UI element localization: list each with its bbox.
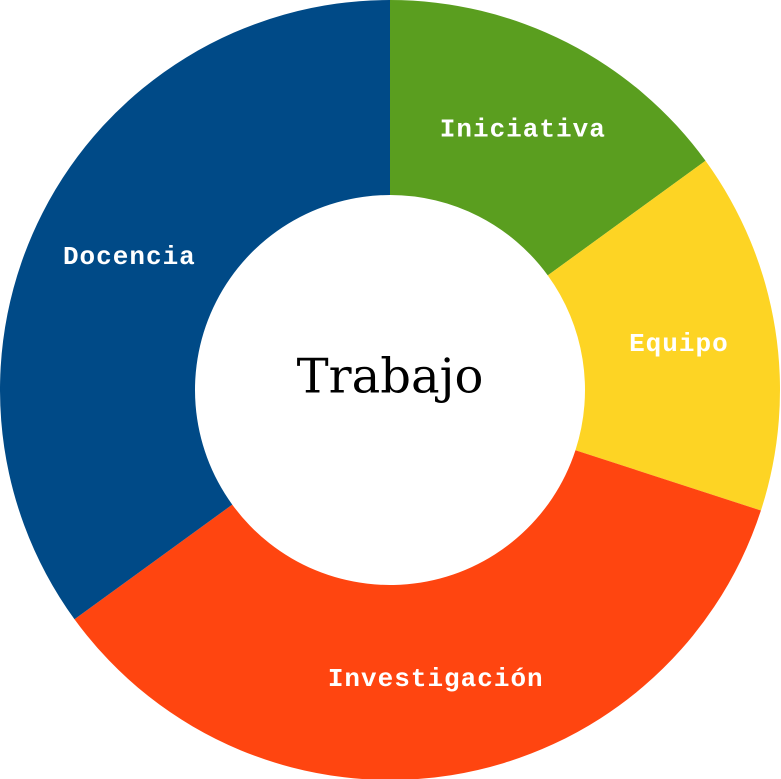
- slice-docencia: [0, 0, 390, 620]
- slice-label: Equipo: [629, 329, 729, 359]
- slice-equipo: [547, 160, 781, 511]
- slice-label: Iniciativa: [440, 114, 606, 144]
- chart-title: Trabajo: [297, 349, 484, 405]
- slice-label: Investigación: [328, 664, 544, 694]
- slice-labels: Iniciativa Equipo Investigación Docencia: [63, 114, 729, 694]
- slice-label: Docencia: [63, 242, 196, 272]
- slice-iniciativa: [390, 0, 706, 276]
- slice-investigacion: [74, 450, 761, 779]
